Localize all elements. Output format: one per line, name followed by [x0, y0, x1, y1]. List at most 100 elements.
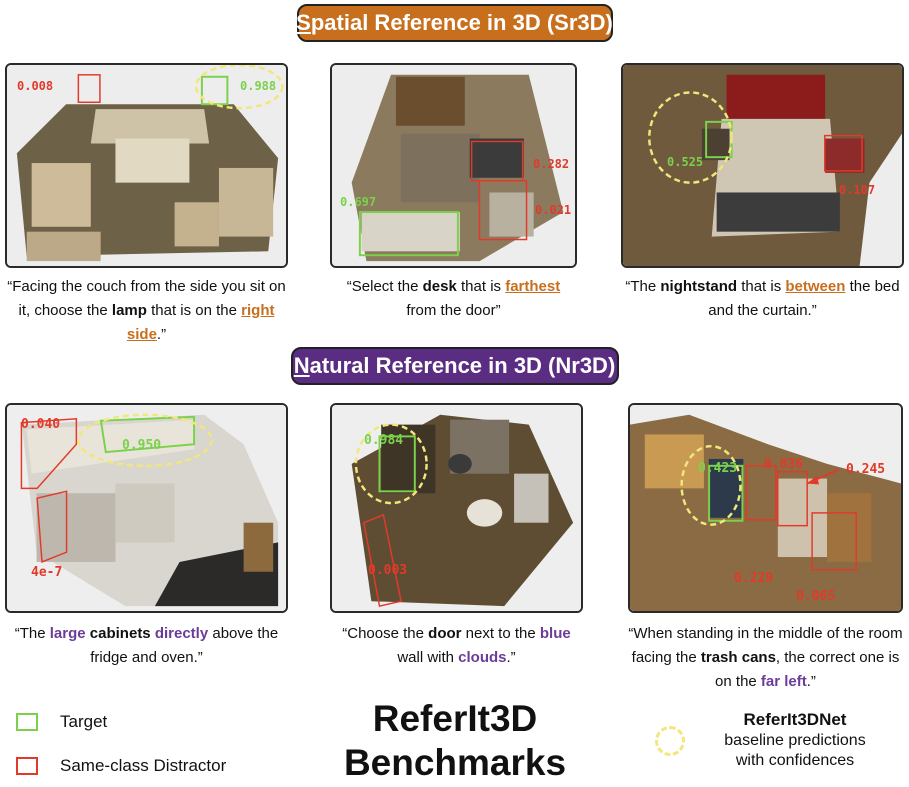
sr3d-header-text: patial Reference in 3D (Sr3D) — [310, 10, 613, 35]
title-line-2: Benchmarks — [343, 742, 567, 783]
nr3d-header-text: atural Reference in 3D (Nr3D) — [309, 353, 616, 378]
caption-text: that is — [456, 278, 506, 295]
confidence-label: 0.229 — [734, 571, 774, 586]
caption-attribute-word: blue — [539, 625, 571, 642]
net-desc-1: baseline predictions — [724, 732, 866, 749]
confidence-label: 0.065 — [796, 589, 836, 604]
confidence-label: 0.423 — [698, 461, 738, 476]
scene-door-image — [332, 405, 581, 611]
confidence-label: 0.245 — [846, 462, 886, 477]
distractor-box — [745, 465, 777, 521]
distractor-box — [470, 140, 524, 182]
confidence-label: 0.950 — [122, 438, 162, 453]
target-box — [200, 75, 229, 106]
title-line-1: ReferIt3D — [372, 698, 538, 739]
caption-text: that is — [737, 278, 786, 295]
caption-attribute-word: far left — [760, 673, 807, 690]
confidence-label: 4e-7 — [31, 565, 63, 580]
prediction-circle — [194, 65, 284, 110]
confidence-label: 0.282 — [533, 157, 570, 171]
scene-living-room-image — [7, 65, 286, 266]
caption-attribute-word: directly — [154, 625, 209, 642]
caption-door: “Choose the door next to the blue wall w… — [330, 622, 583, 670]
confidence-label: 0.107 — [839, 183, 876, 197]
scene-office-boxes — [358, 140, 528, 257]
caption-attribute-word: large — [49, 625, 86, 642]
caption-text: the bed and the curtain.” — [708, 278, 900, 319]
caption-text: “The — [625, 278, 661, 295]
scene-panel-trash-cans: 0.423 0.036 0.245 0.229 0.065 — [628, 403, 903, 613]
caption-text: “Choose the — [342, 625, 429, 642]
caption-target-word: trash cans — [700, 649, 776, 666]
legend-distractor: Same-class Distractor — [16, 756, 226, 776]
distractor-box — [36, 490, 68, 564]
caption-text: that is on the — [146, 302, 242, 319]
scene-trash-boxes — [680, 444, 857, 571]
scene-panel-kitchen: 0.040 0.950 4e-7 — [5, 403, 288, 613]
caption-nightstand: “The nightstand that is between the bed … — [621, 275, 904, 323]
caption-text: “Facing the couch from the side you sit … — [7, 278, 286, 319]
distractor-box — [777, 470, 808, 527]
caption-trash-cans: “When standing in the middle of the room… — [628, 622, 903, 694]
distractor-box — [20, 417, 78, 490]
distractor-box — [362, 513, 402, 607]
target-box — [99, 415, 196, 454]
caption-relation-word: right side — [126, 302, 275, 343]
legend-target-label: Target — [60, 712, 108, 731]
confidence-label: 0.697 — [340, 195, 377, 209]
target-box — [708, 464, 744, 522]
caption-cabinets: “The large cabinets directly above the f… — [5, 622, 288, 670]
prediction-circle-icon — [655, 726, 685, 756]
scene-living-room-boxes — [77, 65, 284, 110]
target-swatch-icon — [16, 713, 38, 731]
prediction-circle — [77, 413, 213, 468]
target-box — [705, 120, 733, 159]
caption-text: from the door” — [406, 302, 501, 319]
net-name: ReferIt3DNet — [743, 710, 847, 729]
caption-target-word: desk — [422, 278, 457, 295]
distractor-swatch-icon — [16, 757, 38, 775]
target-box — [358, 211, 459, 257]
sr3d-header-initial: S — [296, 10, 311, 35]
caption-text: .” — [806, 673, 816, 690]
scene-door-boxes — [354, 423, 428, 607]
caption-lamp: “Facing the couch from the side you sit … — [5, 275, 288, 347]
caption-text: above the fridge and oven.” — [90, 625, 279, 666]
caption-text: “The — [14, 625, 50, 642]
confidence-label: 0.525 — [667, 155, 704, 169]
confidence-label: 0.984 — [364, 433, 404, 448]
caption-attribute-word: clouds — [458, 649, 507, 666]
prediction-circle — [680, 444, 742, 526]
scene-kitchen-boxes — [20, 413, 213, 564]
scene-trash-image — [630, 405, 901, 611]
caption-target-word: lamp — [111, 302, 147, 319]
scene-bedroom-boxes — [648, 91, 863, 184]
prediction-circle — [648, 91, 733, 184]
caption-target-word: nightstand — [660, 278, 738, 295]
caption-relation-word: farthest — [505, 278, 561, 295]
caption-target-word: cabinets — [89, 625, 151, 642]
confidence-label: 0.040 — [21, 417, 61, 432]
scene-panel-office: 0.282 0.697 0.021 — [330, 63, 577, 268]
distractor-box — [77, 74, 101, 103]
legend-distractor-label: Same-class Distractor — [60, 756, 227, 775]
distractor-box — [824, 134, 863, 172]
scene-panel-living-room: 0.008 0.988 — [5, 63, 288, 268]
distractor-box — [478, 179, 528, 241]
target-box — [378, 435, 416, 493]
confidence-label: 0.988 — [240, 79, 277, 93]
prediction-circle — [354, 423, 428, 505]
arrow-head-icon — [807, 475, 819, 485]
scene-office-image — [332, 65, 575, 266]
caption-text: , the correct one is on the — [715, 649, 900, 690]
confidence-label: 0.008 — [17, 79, 54, 93]
scene-kitchen-image — [7, 405, 286, 611]
caption-text: “Select the — [346, 278, 423, 295]
caption-text: “When standing in the middle of the room… — [628, 625, 903, 666]
caption-text: wall with — [397, 649, 459, 666]
distractor-box — [811, 512, 857, 571]
scene-panel-door: 0.984 0.003 — [330, 403, 583, 613]
caption-target-word: door — [428, 625, 462, 642]
